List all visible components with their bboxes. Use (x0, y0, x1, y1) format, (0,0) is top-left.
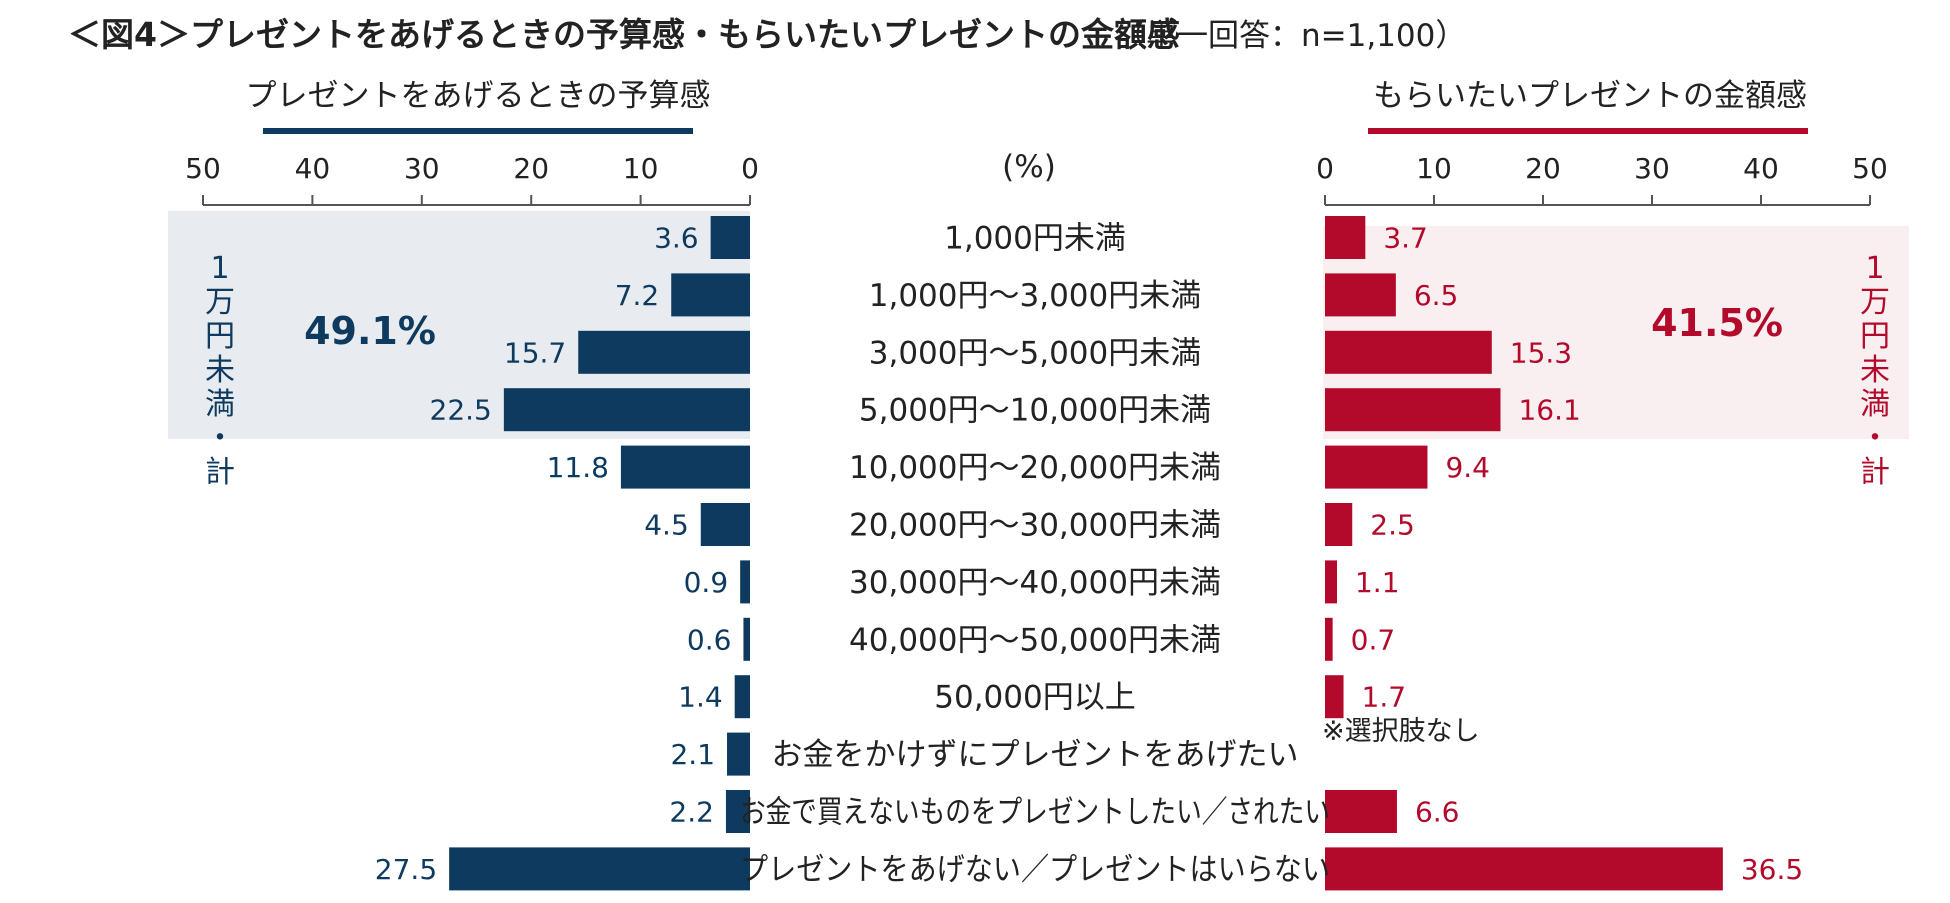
right-bar (1325, 503, 1353, 546)
category-label: お金をかけずにプレゼントをあげたい (772, 737, 1299, 773)
left-bar (700, 503, 750, 546)
category-label: 1,000円未満 (944, 221, 1126, 257)
category-label: 20,000円～30,000円未満 (849, 508, 1221, 544)
right-value-label: 3.7 (1383, 222, 1428, 255)
right-tick-label: 0 (1316, 152, 1334, 185)
left-tick-label: 30 (404, 152, 440, 185)
right-value-label: 36.5 (1741, 853, 1803, 886)
right-bars: 3.7 6.5 15.3 16.1 9.4 2.5 1.1 0.7 1.7 6.6 36.5 (1325, 216, 1803, 891)
chart-subtitle: （単一回答：n=1,100） (1115, 18, 1466, 54)
left-tick-label: 20 (513, 152, 549, 185)
right-bar (1325, 216, 1366, 259)
right-value-label: 6.6 (1415, 796, 1460, 829)
right-bar (1325, 847, 1723, 891)
left-tick-label: 0 (741, 152, 759, 185)
left-value-label: 0.6 (687, 623, 732, 656)
left-value-label: 11.8 (547, 451, 609, 484)
category-label: プレゼントをあげない／プレゼントはいらない (740, 852, 1330, 888)
right-value-label: 2.5 (1370, 509, 1415, 542)
category-label: 40,000円～50,000円未満 (849, 622, 1221, 658)
chart-title: ＜図4＞プレゼントをあげるときの予算感・もらいたいプレゼントの金額感 (68, 15, 1180, 54)
left-bar (578, 330, 750, 374)
left-value-label: 3.6 (654, 222, 699, 255)
right-x-axis: 0 10 20 30 40 50 (1316, 152, 1888, 206)
right-tick-label: 50 (1852, 152, 1888, 185)
right-bar (1325, 560, 1337, 604)
right-bar (1325, 273, 1396, 317)
left-tick-label: 40 (295, 152, 331, 185)
right-tick-label: 40 (1743, 152, 1779, 185)
left-bar (734, 675, 750, 719)
left-series-underline (263, 128, 693, 134)
right-tick-label: 30 (1634, 152, 1670, 185)
left-value-label: 2.2 (669, 796, 714, 829)
left-bar (743, 617, 750, 661)
right-value-label: 0.7 (1351, 623, 1396, 656)
left-bar (620, 445, 750, 489)
left-bar (671, 273, 750, 317)
right-series-title: もらいたいプレゼントの金額感 (1373, 78, 1807, 114)
unit-label: (%) (1002, 149, 1056, 185)
category-label: 50,000円以上 (934, 680, 1135, 716)
right-group-value: 41.5% (1651, 301, 1783, 345)
category-labels: 1,000円未満 1,000円～3,000円未満 3,000円～5,000円未満 5,… (740, 221, 1330, 888)
category-label: 5,000円～10,000円未満 (859, 393, 1211, 429)
right-tick-label: 20 (1525, 152, 1561, 185)
right-value-label: 15.3 (1510, 336, 1572, 369)
left-bars: 3.6 7.2 15.7 22.5 11.8 4.5 0.9 0.6 1.4 2.1 2.2 27.5 (375, 216, 750, 891)
left-value-label: 27.5 (375, 853, 437, 886)
category-label: 3,000円～5,000円未満 (869, 335, 1202, 371)
category-label: 1,000円～3,000円未満 (869, 278, 1202, 314)
right-bar (1325, 617, 1333, 661)
left-value-label: 0.9 (684, 566, 729, 599)
left-value-label: 2.1 (670, 738, 715, 771)
category-label: 30,000円～40,000円未満 (849, 565, 1221, 601)
right-tick-label: 10 (1416, 152, 1452, 185)
left-bar (740, 560, 750, 604)
left-series-title: プレゼントをあげるときの予算感 (246, 78, 711, 114)
left-tick-label: 10 (623, 152, 659, 185)
left-value-label: 1.4 (678, 681, 723, 714)
left-x-axis: 0 10 20 30 40 50 (185, 152, 759, 206)
right-value-label: 1.7 (1362, 681, 1407, 714)
right-bar (1325, 388, 1501, 432)
right-series-underline (1368, 128, 1808, 134)
right-value-label: 1.1 (1355, 566, 1400, 599)
left-value-label: 4.5 (644, 509, 689, 542)
category-label: お金で買えないものをプレゼントしたい／されたい (740, 795, 1330, 831)
left-value-label: 7.2 (615, 279, 660, 312)
right-bar (1325, 330, 1492, 374)
right-bar (1325, 790, 1397, 833)
category-label: 10,000円～20,000円未満 (849, 450, 1221, 486)
right-group-annotation: 1 万円未満・計 41.5% (1651, 251, 1890, 490)
left-bar (449, 847, 750, 891)
left-value-label: 22.5 (430, 394, 492, 427)
no-option-note: ※選択肢なし (1322, 716, 1480, 747)
left-bar (710, 216, 750, 259)
right-group-label: 1 万円未満・計 (1860, 251, 1890, 490)
right-bar (1325, 675, 1344, 719)
left-bar (727, 732, 750, 776)
left-tick-label: 50 (185, 152, 221, 185)
right-value-label: 16.1 (1518, 394, 1580, 427)
right-bar (1325, 445, 1428, 489)
left-group-value: 49.1% (304, 309, 436, 353)
left-group-annotation: 1 万円未満・計 49.1% (205, 251, 436, 490)
right-value-label: 9.4 (1445, 451, 1490, 484)
left-bar (503, 388, 750, 432)
left-bar (725, 790, 750, 833)
right-value-label: 6.5 (1414, 279, 1459, 312)
left-group-label: 1 万円未満・計 (205, 251, 235, 490)
left-value-label: 15.7 (504, 336, 566, 369)
